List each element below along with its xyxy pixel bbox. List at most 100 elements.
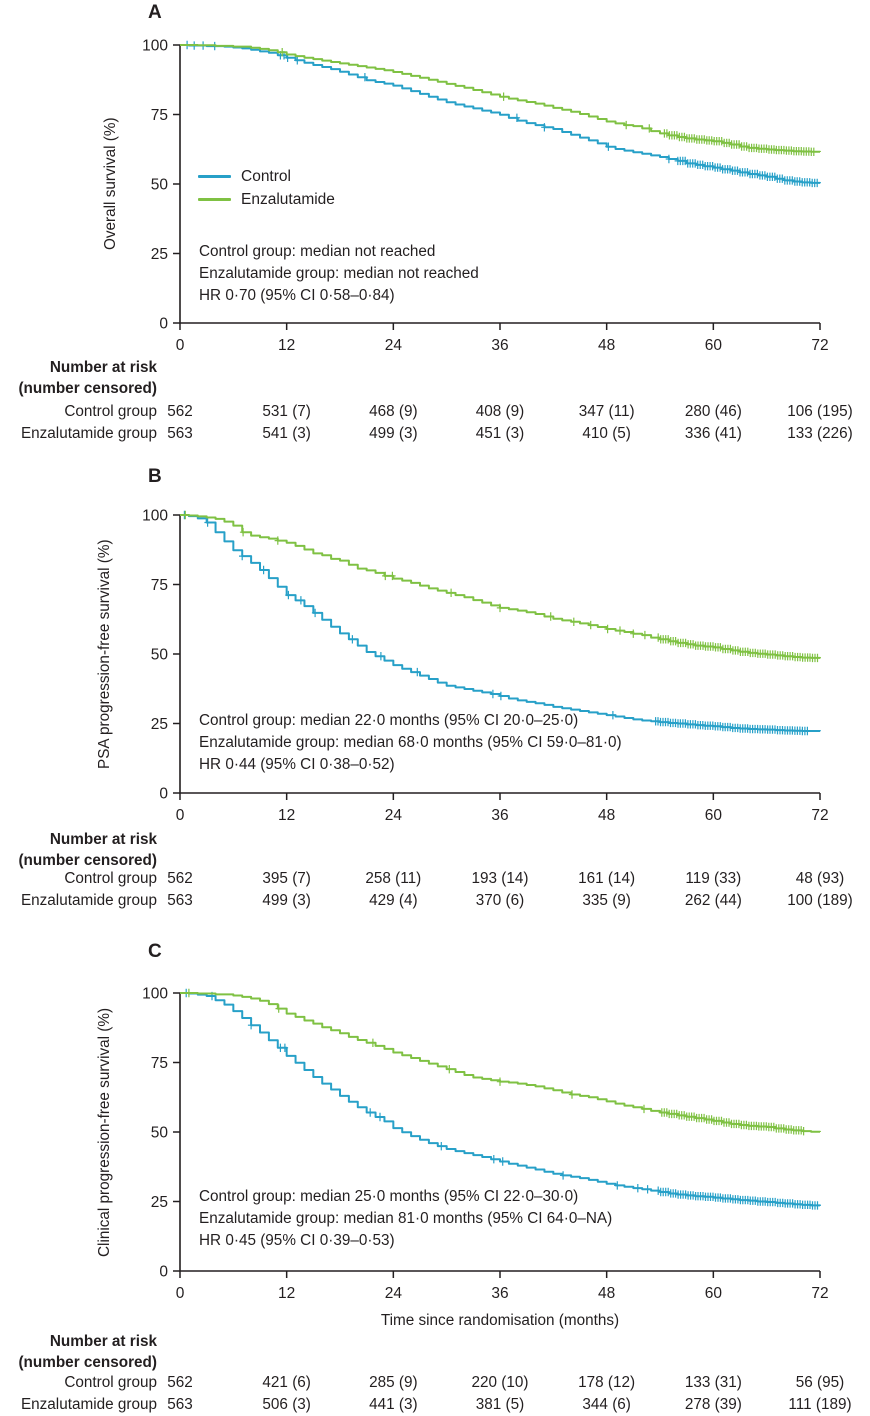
panel-letter: C [148,941,162,962]
y-tick-label: 25 [151,716,168,733]
panel-letter: A [148,2,162,23]
risk-header-line1: Number at risk [49,831,157,848]
x-tick-label: 60 [705,337,723,354]
x-tick-label: 48 [598,807,615,824]
risk-value: 220 (10) [471,1374,529,1391]
x-tick-label: 72 [811,337,828,354]
censor-marks-control [183,988,821,1210]
risk-row-label: Enzalutamide group [20,425,157,442]
risk-value: 531 (7) [262,403,311,420]
y-tick-label: 50 [151,647,169,664]
y-tick-label: 75 [151,577,168,594]
annotation-block: Control group: median 25·0 months (95% C… [199,1186,612,1252]
legend: Control Enzalutamide [198,165,335,211]
risk-value: 278 (39) [684,1396,742,1413]
y-tick-label: 75 [151,1055,168,1072]
x-tick-label: 12 [278,337,295,354]
y-tick-label: 0 [159,786,168,803]
y-tick-label: 100 [142,38,168,55]
x-tick-label: 12 [278,807,295,824]
km-panel-c: C Clinical progression-free survival (%)… [0,928,870,1416]
x-tick-label: 48 [598,1285,615,1302]
legend-item-enzalutamide: Enzalutamide [198,188,335,211]
enzalutamide-line-swatch [198,198,231,201]
risk-value: 410 (5) [582,425,631,442]
risk-value: 506 (3) [262,1396,311,1413]
risk-value: 421 (6) [262,1374,311,1391]
series-control-curve [180,514,821,733]
risk-value: 563 [167,892,193,909]
risk-value: 563 [167,425,193,442]
risk-table-header: Number at risk (number censored) [0,829,157,871]
km-plot: 0 25 50 75 100 0 12 24 36 48 60 72 [142,38,829,355]
risk-header-line2: (number censored) [18,852,157,869]
risk-value: 106 (195) [787,403,853,420]
risk-value: 451 (3) [475,425,525,442]
risk-row-enzalutamide: Enzalutamide group 563 506 (3) 441 (3) 381 (… [0,1396,870,1415]
risk-value: 499 (3) [369,425,418,442]
x-axis-title: Time since randomisation (months) [380,1312,620,1329]
km-plot: 0 25 50 75 100 0 12 24 36 48 60 72 [142,508,829,825]
risk-row-control: Control group 562 395 (7) 258 (11) 193 (14) 1… [0,870,870,889]
risk-value: 347 (11) [578,403,635,420]
risk-table-header: Number at risk (number censored) [0,1331,157,1373]
annotation-line: HR 0·70 (95% CI 0·58–0·84) [199,287,395,304]
risk-value: 335 (9) [582,892,631,909]
risk-row-label: Control group [64,403,157,420]
km-plot: 0 25 50 75 100 0 12 24 36 48 60 72 [142,986,829,1303]
series-enzalutamide-curve [180,514,821,659]
y-tick-label: 50 [151,1125,169,1142]
annotation-line: Enzalutamide group: median 81·0 months (… [199,1210,613,1227]
x-tick-label: 60 [705,1285,723,1302]
annotation-line: Enzalutamide group: median not reached [199,265,479,282]
km-panel-a: A Overall survival (%) 0 25 50 75 100 0 12 24 36… [0,0,870,460]
annotation-line: Control group: median 22·0 months (95% C… [199,712,579,729]
risk-header-line2: (number censored) [18,380,157,397]
risk-value: 562 [167,1374,193,1391]
risk-value: 468 (9) [369,403,418,420]
risk-value: 395 (7) [262,870,311,887]
risk-value: 161 (14) [578,870,636,887]
risk-value: 429 (4) [369,892,418,909]
risk-table-header: Number at risk (number censored) [0,357,157,399]
risk-row-label: Control group [64,870,157,887]
risk-value: 370 (6) [475,892,525,909]
legend-label: Control [241,167,291,185]
risk-value: 441 (3) [369,1396,418,1413]
risk-value: 111 (189) [788,1396,852,1413]
risk-row-label: Control group [64,1374,157,1391]
legend-label: Enzalutamide [241,190,335,208]
risk-value: 48 (93) [795,870,845,887]
x-tick-label: 48 [598,337,615,354]
annotation-line: HR 0·45 (95% CI 0·39–0·53) [199,1232,395,1249]
x-tick-label: 60 [705,807,723,824]
km-panel-b: B PSA progression-free survival (%) 0 25 5… [0,460,870,928]
annotation-line: Control group: median 25·0 months (95% C… [199,1188,579,1205]
risk-row-label: Enzalutamide group [20,892,157,909]
risk-value: 100 (189) [787,892,853,909]
series-control-curve [180,44,821,184]
risk-row-label: Enzalutamide group [20,1396,157,1413]
risk-value: 562 [167,403,193,420]
x-tick-label: 72 [811,807,828,824]
risk-value: 119 (33) [685,870,742,887]
y-tick-label: 100 [142,986,168,1003]
risk-row-enzalutamide: Enzalutamide group 563 541 (3) 499 (3) 451 (… [0,425,870,444]
risk-value: 133 (226) [787,425,853,442]
annotation-line: Control group: median not reached [199,243,436,260]
panel-letter: B [148,466,162,487]
x-tick-label: 0 [176,807,185,824]
x-tick-label: 72 [811,1285,828,1302]
risk-header-line1: Number at risk [49,359,157,376]
risk-value: 285 (9) [369,1374,418,1391]
y-tick-label: 0 [159,316,168,333]
risk-value: 133 (31) [684,1374,742,1391]
x-tick-label: 0 [176,337,185,354]
risk-value: 56 (95) [795,1374,845,1391]
risk-value: 541 (3) [262,425,311,442]
risk-value: 258 (11) [365,870,422,887]
series-enzalutamide-curve [180,44,821,153]
x-tick-label: 24 [385,1285,403,1302]
risk-row-enzalutamide: Enzalutamide group 563 499 (3) 429 (4) 370 (… [0,892,870,911]
